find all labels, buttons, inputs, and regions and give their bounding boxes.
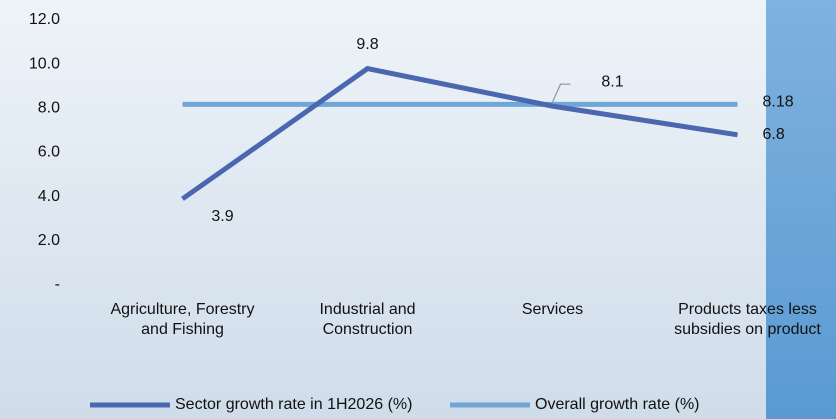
x-tick-label: Industrial and Construction xyxy=(319,301,416,338)
data-label: 9.8 xyxy=(356,36,378,53)
legend-label: Sector growth rate in 1H2026 (%) xyxy=(175,396,412,413)
data-label: 6.8 xyxy=(763,126,785,143)
y-tick-label: 4.0 xyxy=(38,188,60,205)
y-tick-label: 8.0 xyxy=(38,100,60,117)
y-tick-label: 10.0 xyxy=(29,55,60,72)
data-label: 8.18 xyxy=(763,94,794,111)
legend-label: Overall growth rate (%) xyxy=(535,396,700,413)
y-tick-label: 6.0 xyxy=(38,144,60,161)
data-label: 8.1 xyxy=(601,73,623,90)
data-label: 3.9 xyxy=(211,208,233,225)
x-tick-label: Services xyxy=(521,301,584,318)
leader-line xyxy=(552,83,571,103)
x-tick-label: Agriculture, Forestry and Fishing xyxy=(110,301,255,338)
x-tick-label: Products taxes less subsidies on product xyxy=(674,301,821,338)
series-line xyxy=(181,65,738,201)
background-panel xyxy=(766,0,836,419)
y-tick-label: 2.0 xyxy=(38,232,60,249)
y-tick-label: 12.0 xyxy=(29,11,60,28)
y-tick-label: - xyxy=(55,276,60,293)
